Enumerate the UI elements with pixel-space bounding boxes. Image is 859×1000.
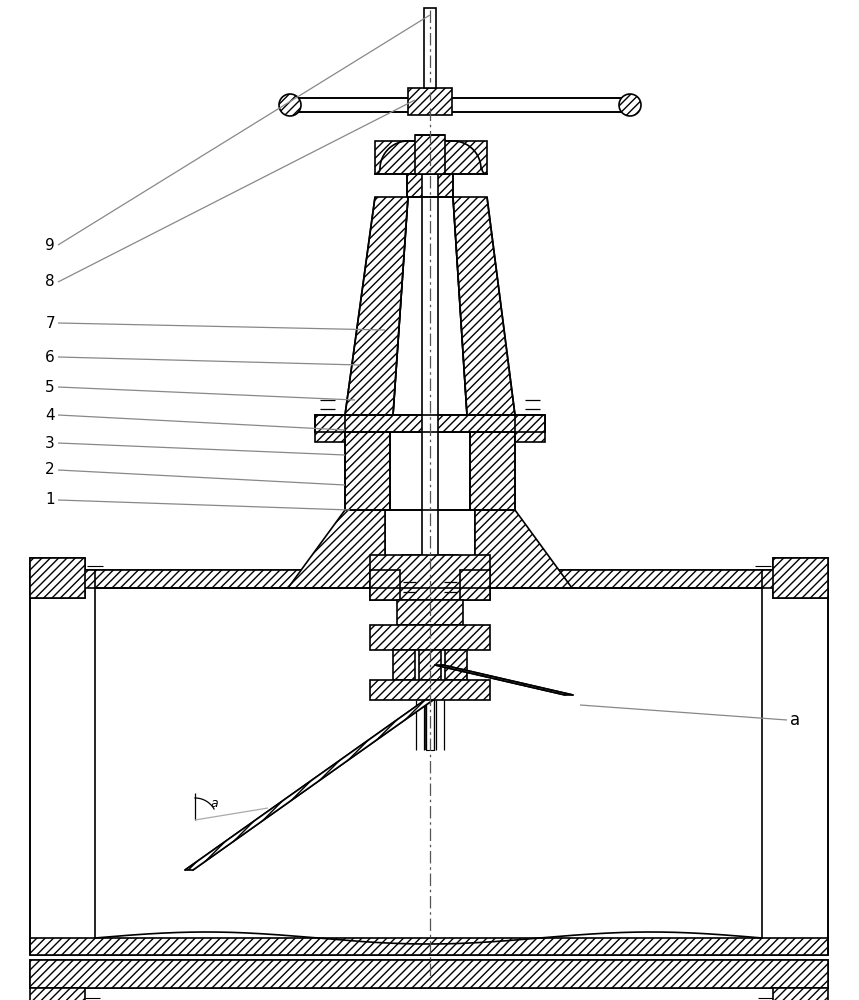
Bar — [370, 625, 490, 650]
Bar — [773, 988, 828, 1000]
Text: 2: 2 — [46, 462, 55, 478]
Bar — [408, 88, 452, 115]
Bar — [30, 960, 828, 988]
Bar — [30, 988, 85, 1000]
Bar — [370, 680, 490, 700]
Bar — [345, 432, 390, 510]
Bar — [30, 570, 828, 588]
Polygon shape — [453, 197, 515, 415]
Text: a: a — [210, 797, 217, 810]
Text: a: a — [790, 711, 800, 729]
Bar — [290, 98, 630, 112]
Polygon shape — [435, 665, 573, 695]
Bar — [445, 650, 467, 680]
Bar — [422, 174, 438, 660]
Bar — [470, 432, 515, 510]
Circle shape — [279, 94, 301, 116]
Polygon shape — [385, 510, 475, 588]
Bar — [30, 558, 85, 598]
Polygon shape — [345, 197, 408, 415]
Circle shape — [619, 94, 641, 116]
Bar — [393, 650, 415, 680]
Text: 5: 5 — [46, 379, 55, 394]
Polygon shape — [453, 141, 487, 174]
Polygon shape — [288, 510, 385, 588]
Text: 3: 3 — [46, 436, 55, 450]
Bar — [315, 415, 545, 432]
Bar — [30, 558, 85, 598]
Bar — [390, 432, 470, 510]
Bar — [426, 660, 434, 750]
Bar — [424, 8, 436, 88]
Text: 8: 8 — [46, 274, 55, 290]
Bar — [407, 174, 453, 197]
Bar — [419, 650, 441, 680]
Polygon shape — [393, 197, 467, 415]
Bar — [515, 415, 545, 442]
Bar — [30, 960, 828, 988]
Bar — [375, 141, 487, 174]
Bar — [30, 938, 828, 955]
Bar — [315, 415, 345, 442]
Text: 1: 1 — [46, 492, 55, 508]
Text: 9: 9 — [46, 237, 55, 252]
Bar — [773, 558, 828, 598]
Bar — [397, 600, 463, 625]
Bar — [402, 555, 458, 600]
Polygon shape — [375, 141, 408, 174]
Bar — [773, 558, 828, 598]
Bar — [370, 555, 490, 600]
Text: 7: 7 — [46, 316, 55, 330]
Bar — [460, 570, 490, 600]
Bar — [415, 135, 445, 174]
Polygon shape — [185, 700, 433, 870]
Text: 4: 4 — [46, 408, 55, 422]
Polygon shape — [475, 510, 572, 588]
Bar — [30, 570, 828, 955]
Bar — [370, 570, 400, 600]
Text: 6: 6 — [46, 350, 55, 364]
